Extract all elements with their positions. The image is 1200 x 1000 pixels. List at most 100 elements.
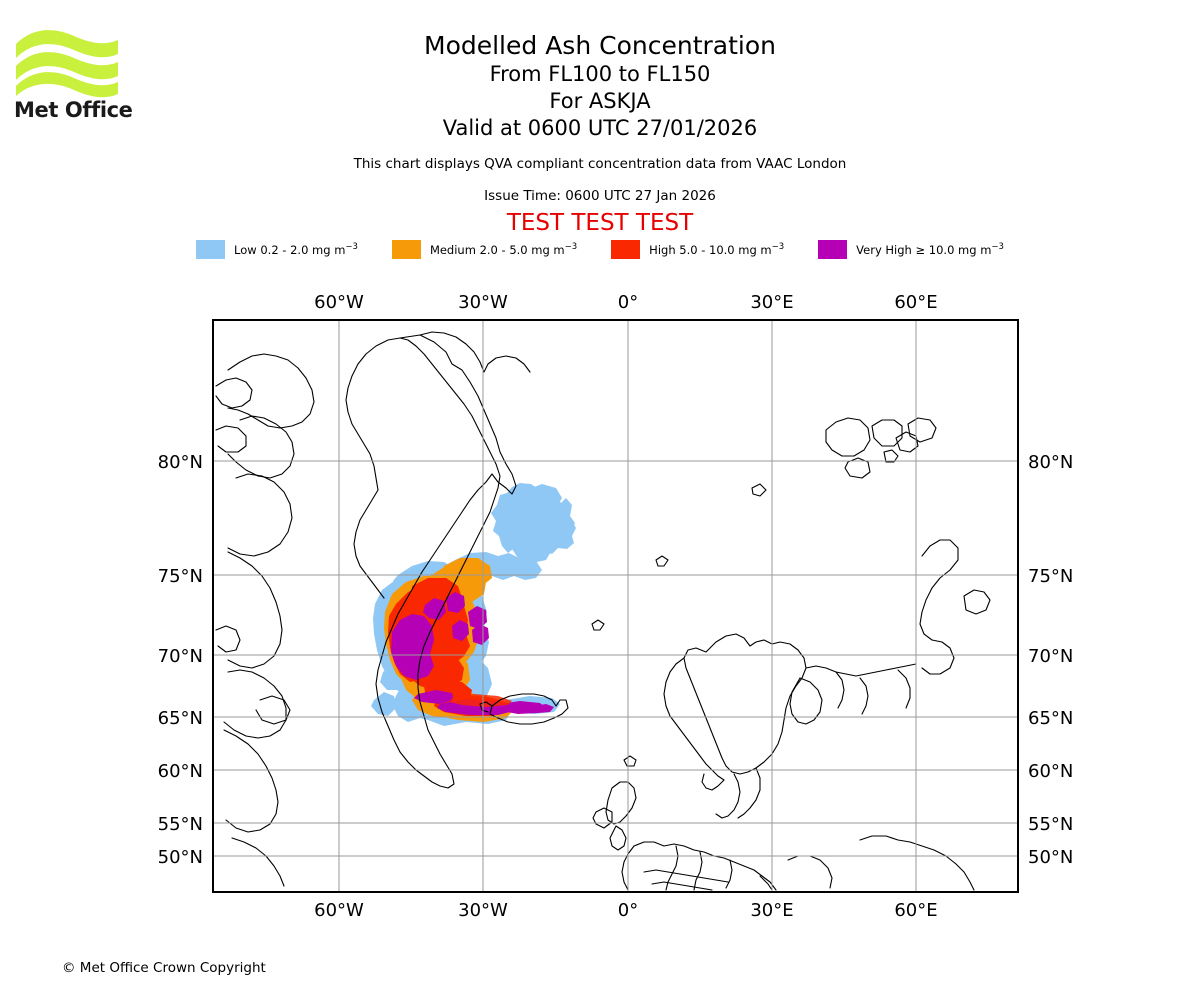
- europe-north-coast: [633, 841, 777, 891]
- franz-josef-land: [895, 431, 919, 453]
- small-island-b: [751, 483, 767, 497]
- crimea-coast: [759, 875, 773, 891]
- poland-border: [693, 851, 703, 891]
- coastline-layer: [215, 331, 991, 891]
- test-banner: TEST TEST TEST: [506, 210, 694, 236]
- legend-swatch-high: [611, 240, 641, 259]
- great-britain-coast: [605, 781, 637, 825]
- yugorsky-coast: [897, 669, 911, 709]
- page-title: Modelled Ash Concentration: [424, 31, 776, 60]
- hudson-strait-island: [215, 625, 241, 653]
- legend-swatch-low: [196, 240, 226, 259]
- edgeoya-coast: [844, 457, 871, 479]
- england-south-coast: [609, 825, 627, 851]
- iceland-coast: [489, 693, 569, 725]
- greenland-north-coast: [419, 331, 531, 373]
- sweden-south-coast: [715, 773, 741, 819]
- greenland-coast: [375, 334, 517, 789]
- lat-label-right-2: 75°N: [1028, 566, 1073, 587]
- concentration-legend: Low 0.2 - 2.0 mg m−3 Medium 2.0 - 5.0 mg…: [0, 240, 1200, 259]
- map-frame: [212, 319, 1019, 893]
- lat-label-right-3: 70°N: [1028, 646, 1073, 667]
- greenland-southwest-coast: [353, 489, 385, 599]
- caspian-north-coast: [859, 835, 975, 891]
- lon-label-top-4: 30°E: [750, 292, 793, 313]
- kanin-peninsula: [835, 671, 845, 709]
- lat-label-right-5: 60°N: [1028, 761, 1073, 782]
- devon-island: [227, 415, 295, 479]
- faroe-islands: [623, 755, 637, 767]
- finland-gulf-coast: [737, 767, 761, 819]
- labrador-coast: [223, 669, 287, 739]
- ash-contour-medium: [384, 558, 514, 722]
- arctic-island-b: [215, 425, 247, 453]
- lat-label-left-6: 55°N: [158, 814, 203, 835]
- map-background: [213, 320, 1018, 892]
- ireland-coast: [592, 807, 613, 829]
- white-sea-coast: [789, 677, 823, 725]
- legend-item-low: Low 0.2 - 2.0 mg m−3: [196, 240, 358, 259]
- norway-south-coast: [701, 773, 725, 791]
- flight-level-subtitle: From FL100 to FL150: [489, 62, 711, 86]
- legend-label-low: Low 0.2 - 2.0 mg m−3: [234, 242, 358, 257]
- axis-labels: 60°W 30°W 0° 30°E 60°E 60°W 30°W 0° 30°E…: [158, 292, 1074, 921]
- pechora-coast: [859, 677, 869, 715]
- baltic-border: [725, 859, 733, 889]
- lon-label-bottom-5: 60°E: [894, 900, 937, 921]
- legend-item-very-high: Very High ≥ 10.0 mg m−3: [818, 240, 1004, 259]
- legend-swatch-medium: [391, 240, 421, 259]
- ellesmere-island: [227, 353, 315, 429]
- lat-label-right-7: 50°N: [1028, 847, 1073, 868]
- issue-time: Issue Time: 0600 UTC 27 Jan 2026: [484, 188, 716, 204]
- hudson-bay-coast: [255, 695, 291, 725]
- lat-label-left-2: 75°N: [158, 566, 203, 587]
- legend-label-medium: Medium 2.0 - 5.0 mg m−3: [429, 242, 578, 257]
- lat-label-right-6: 55°N: [1028, 814, 1073, 835]
- met-office-logo: Met Office: [14, 22, 134, 122]
- vaygach-island: [963, 589, 991, 615]
- legend-item-high: High 5.0 - 10.0 mg m−3: [611, 240, 784, 259]
- small-island-a: [655, 555, 669, 567]
- volcano-subtitle: For ASKJA: [549, 89, 651, 113]
- lon-label-bottom-4: 30°E: [750, 900, 793, 921]
- svalbard-islet: [883, 449, 899, 463]
- europe-inland-border: [643, 869, 729, 883]
- novaya-zemlya: [919, 539, 959, 675]
- legend-swatch-very-high: [818, 240, 848, 259]
- baffin-island-north: [227, 473, 293, 557]
- norway-west-coast: [663, 657, 725, 781]
- lon-label-top-3: 0°: [618, 292, 638, 313]
- ash-band-iceland: [450, 694, 512, 707]
- lat-label-right-1: 80°N: [1028, 452, 1073, 473]
- svalbard-east-island: [907, 417, 937, 443]
- lon-label-top-2: 30°W: [458, 292, 508, 313]
- denmark-border: [665, 845, 679, 891]
- chart-header: Modelled Ash Concentration From FL100 to…: [0, 0, 1200, 237]
- valid-time-subtitle: Valid at 0600 UTC 27/01/2026: [442, 116, 758, 140]
- scandinavia-coast: [683, 633, 807, 775]
- lat-label-left-7: 50°N: [158, 847, 203, 868]
- chart-note: This chart displays QVA compliant concen…: [353, 156, 847, 172]
- iceland-westfjords: [479, 701, 493, 713]
- nova-scotia-coast: [231, 837, 285, 887]
- lon-label-top-5: 60°E: [894, 292, 937, 313]
- black-sea-coast: [787, 855, 833, 889]
- lon-label-bottom-2: 30°W: [458, 900, 508, 921]
- lon-label-bottom-1: 60°W: [314, 900, 364, 921]
- legend-label-high: High 5.0 - 10.0 mg m−3: [649, 242, 785, 257]
- legend-label-very-high: Very High ≥ 10.0 mg m−3: [856, 242, 1004, 257]
- spitsbergen-coast: [825, 417, 871, 457]
- copyright-notice: © Met Office Crown Copyright: [62, 960, 266, 976]
- lat-label-left-3: 70°N: [158, 646, 203, 667]
- europe-west-coast: [621, 845, 635, 891]
- ash-contour-low: [371, 483, 576, 726]
- met-office-wave-mark: [16, 30, 118, 98]
- logo-wordmark: Met Office: [14, 98, 133, 122]
- greenland-west-coast: [345, 337, 401, 491]
- ash-contour-very-high: [391, 592, 554, 715]
- lat-label-right-4: 65°N: [1028, 708, 1073, 729]
- lon-label-bottom-3: 0°: [618, 900, 638, 921]
- kola-coast: [805, 663, 917, 677]
- baffin-island-south: [227, 551, 283, 669]
- legend-item-medium: Medium 2.0 - 5.0 mg m−3: [391, 240, 578, 259]
